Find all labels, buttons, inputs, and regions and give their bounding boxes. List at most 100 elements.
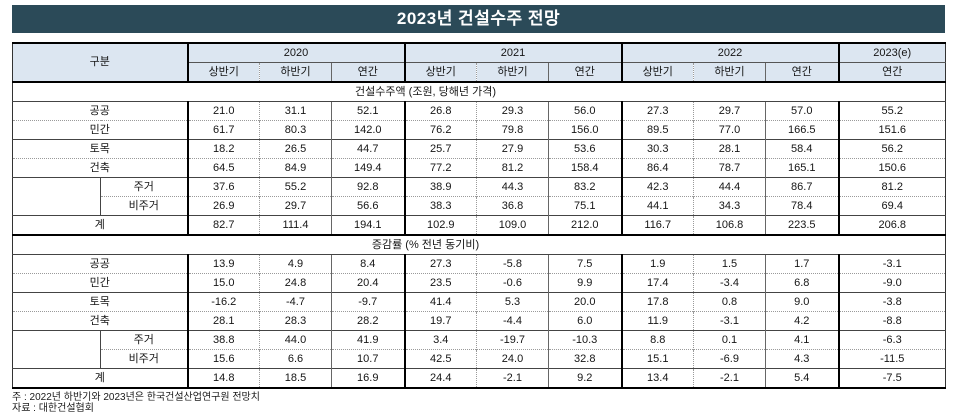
cell-value: 25.7 [403,139,477,159]
column-header-h1: 상반기 [403,62,477,83]
row-label: 계 [12,368,188,388]
cell-value: 3.4 [403,330,477,350]
cell-value: -11.5 [837,349,946,369]
cell-value: -2.1 [476,368,549,388]
cell-value: 24.8 [259,273,332,293]
cell-value: 80.3 [259,120,332,140]
table-row: 주거 38.8 44.0 41.9 3.4 -19.7 -10.3 8.8 0.1 4.1 -6.3 [12,330,946,369]
cell-value: 83.2 [548,177,622,197]
cell-value: 15.6 [186,349,260,369]
cell-value: -6.3 [837,330,946,350]
cell-value: 1.7 [765,254,839,274]
cell-value: 38.3 [403,196,477,216]
cell-value: 86.7 [765,177,839,197]
cell-value: 28.1 [693,139,766,159]
cell-value: 34.3 [693,196,766,216]
cell-value: 156.0 [548,120,622,140]
cell-value: 6.8 [765,273,839,293]
cell-value: 42.3 [620,177,694,197]
section-header-row: 건설수주액 (조원, 당해년 가격) [12,81,946,102]
cell-value: 29.7 [259,196,332,216]
cell-value: 56.6 [331,196,405,216]
cell-value: 30.3 [620,139,694,159]
cell-value: 18.2 [186,139,260,159]
cell-value: 18.5 [259,368,332,388]
cell-value: -9.7 [331,292,405,312]
row-sublabel: 비주거 [100,196,188,216]
cell-value: 81.2 [837,177,946,197]
column-header-annual: 연간 [548,62,622,83]
cell-value: 44.3 [476,177,549,197]
cell-value: 76.2 [403,120,477,140]
cell-value: 24.4 [403,368,477,388]
cell-value: 102.9 [403,215,477,235]
row-sublabel: 주거 [100,177,188,197]
column-group-2023e: 2023(e) [837,43,946,63]
table-row: 공공 13.9 4.9 8.4 27.3 -5.8 7.5 1.9 1.5 1.7 -3.1 [13,254,946,274]
cell-value: 82.7 [186,215,260,235]
cell-value: 29.7 [693,101,766,121]
row-label-spacer [12,330,101,369]
cell-value: 81.2 [476,158,549,178]
cell-value: 55.2 [837,101,946,121]
cell-value: -8.8 [837,311,946,331]
cell-value: 42.5 [403,349,477,369]
construction-orders-table: 구분 2020 2021 2022 2023(e) 상반기 하반기 연간 상반기… [12,42,946,389]
cell-value: -4.7 [259,292,332,312]
cell-value: 69.4 [837,196,946,216]
cell-value: 38.9 [403,177,477,197]
row-label: 건축 [12,158,188,178]
cell-value: 6.0 [548,311,622,331]
cell-value: 116.7 [620,215,694,235]
cell-value: -7.5 [837,368,946,388]
cell-value: -9.0 [837,273,946,293]
cell-value: 58.4 [765,139,839,159]
table-row: 계 14.8 18.5 16.9 24.4 -2.1 9.2 13.4 -2.1 5.4 -7.5 [12,368,946,388]
cell-value: 89.5 [620,120,694,140]
table-row: 민간 15.0 24.8 20.4 23.5 -0.6 9.9 17.4 -3.4 6.8 -9.0 [12,273,946,293]
cell-value: -5.8 [476,254,549,274]
cell-value: 151.6 [837,120,946,140]
cell-value: 20.0 [548,292,622,312]
cell-value: 78.4 [765,196,839,216]
cell-value: 11.9 [620,311,694,331]
cell-value: 23.5 [403,273,477,293]
cell-value: 32.8 [548,349,622,369]
cell-value: 166.5 [765,120,839,140]
row-label: 토목 [12,292,188,312]
cell-value: 56.0 [548,101,622,121]
row-sublabel: 주거 [100,330,188,350]
section-header-row: 증감률 (% 전년 동기비) [12,234,946,255]
table-row: 토목 -16.2 -4.7 -9.7 41.4 5.3 20.0 17.8 0.8 9.0 -3.8 [12,292,946,312]
cell-value: 20.4 [331,273,405,293]
row-label: 공공 [89,257,110,270]
cell-value: 212.0 [548,215,622,235]
column-header-h2: 하반기 [259,62,332,83]
cell-value: 77.2 [403,158,477,178]
cell-value: 19.7 [403,311,477,331]
cell-value: 37.6 [186,177,260,197]
row-label: 민간 [12,273,188,293]
cell-value: 26.9 [186,196,260,216]
cell-value: 52.1 [331,101,405,121]
cell-value: 17.4 [620,273,694,293]
table-row: 주거 37.6 55.2 92.8 38.9 44.3 83.2 42.3 44.4 86.7 81… [12,177,946,216]
cell-value: 86.4 [620,158,694,178]
cell-value: 4.9 [259,254,332,274]
row-label-spacer [12,177,101,216]
cell-value: 28.3 [259,311,332,331]
page-title: 2023년 건설수주 전망 [12,5,945,33]
cell-value: 4.2 [765,311,839,331]
cell-value: -16.2 [186,292,260,312]
cell-value: -0.6 [476,273,549,293]
column-header-annual: 연간 [837,62,946,83]
row-label: 계 [12,215,188,235]
cell-value: 26.8 [403,101,477,121]
cell-value: 55.2 [259,177,332,197]
cell-value: 75.1 [548,196,622,216]
cell-value: -6.9 [693,349,766,369]
cell-value: 6.6 [259,349,332,369]
cell-value: 44.4 [693,177,766,197]
cell-value: 149.4 [331,158,405,178]
cell-value: 79.8 [476,120,549,140]
